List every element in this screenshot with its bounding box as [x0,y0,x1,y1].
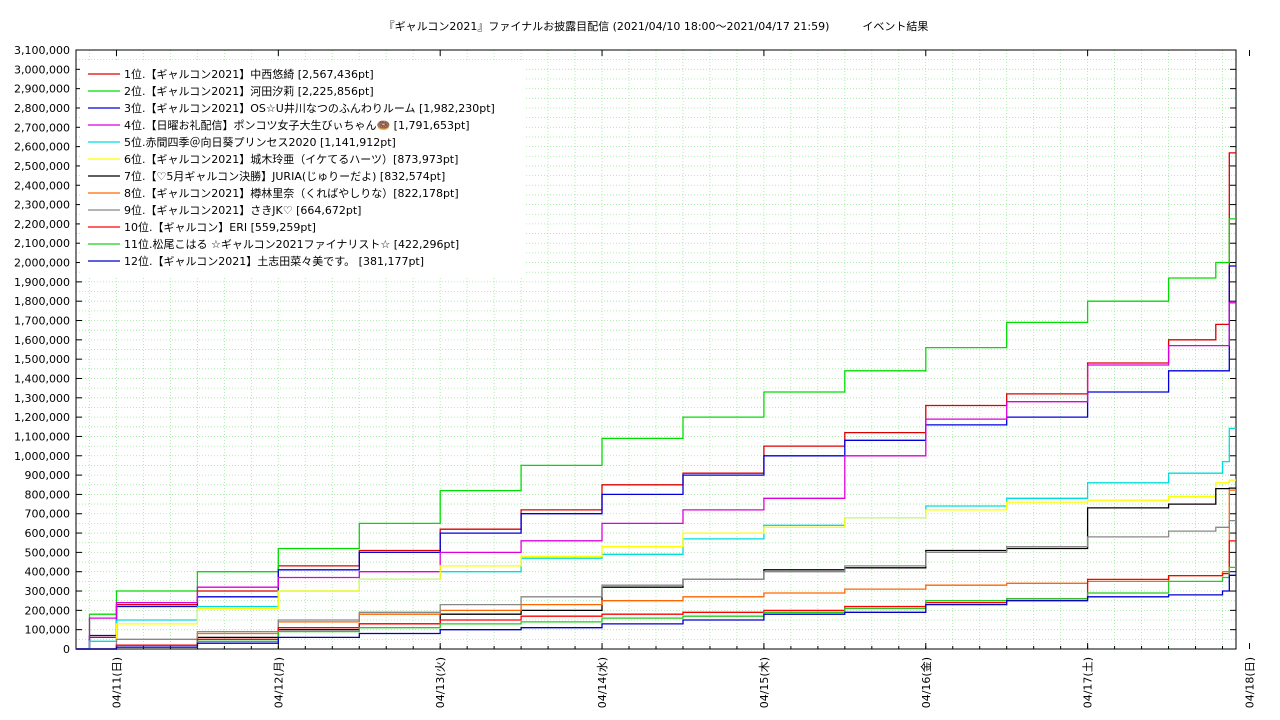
series-line-12 [76,574,1236,650]
y-tick-label: 2,500,000 [14,160,70,173]
x-tick-label: 04/13(火) [434,657,447,708]
y-tick-label: 1,100,000 [14,430,70,443]
legend-entry: 5位.赤間四季＠向日葵プリンセス2020 [1,141,912pt] [124,135,396,149]
y-tick-label: 1,500,000 [14,353,70,366]
y-tick-label: 2,000,000 [14,257,70,270]
y-tick-label: 2,700,000 [14,121,70,134]
y-tick-label: 1,700,000 [14,315,70,328]
y-tick-label: 1,600,000 [14,334,70,347]
y-tick-label: 2,400,000 [14,179,70,192]
y-tick-label: 2,200,000 [14,218,70,231]
y-tick-label: 1,200,000 [14,411,70,424]
series-line-9 [76,519,1236,650]
x-tick-label: 04/17(土) [1082,657,1095,708]
y-tick-label: 2,900,000 [14,83,70,96]
y-tick-label: 900,000 [25,469,71,482]
y-tick-label: 700,000 [25,508,71,521]
y-tick-label: 800,000 [25,488,71,501]
x-tick-label: 04/15(木) [758,657,771,708]
y-tick-label: 500,000 [25,546,71,559]
series-line-4 [76,302,1236,650]
x-tick-label: 04/11(日) [110,657,123,708]
y-tick-label: 3,000,000 [14,63,70,76]
legend-entry: 3位.【ギャルコン2021】OS☆U井川なつのふんわりルーム [1,982,23… [124,101,495,115]
series-line-11 [76,566,1236,650]
y-tick-label: 2,300,000 [14,199,70,212]
legend-entry: 9位.【ギャルコン2021】さきJK♡ [664,672pt] [124,203,361,217]
legend-entry: 7位.【♡5月ギャルコン決勝】JURIA(じゅりーだよ) [832,574pt] [124,169,445,183]
y-tick-label: 2,800,000 [14,102,70,115]
legend-entry: 4位.【日曜お礼配信】ポンコツ女子大生びぃちゃん🍩 [1,791,653pt] [124,118,470,132]
legend-background [80,62,525,278]
x-tick-label: 04/12(月) [272,657,285,708]
legend-entry: 6位.【ギャルコン2021】城木玲亜（イケてるハーツ）[873,973pt] [124,152,458,166]
chart-title: 『ギャルコン2021』ファイナルお披露目配信 (2021/04/10 18:00… [384,19,929,33]
legend-entry: 8位.【ギャルコン2021】樽林里奈（くればやしりな）[822,178pt] [124,186,459,200]
legend-entry: 1位.【ギャルコン2021】中西悠綺 [2,567,436pt] [124,67,374,81]
y-tick-label: 1,800,000 [14,295,70,308]
y-tick-label: 2,600,000 [14,141,70,154]
y-tick-label: 1,300,000 [14,392,70,405]
legend-entry: 11位.松尾こはる ☆ギャルコン2021ファイナリスト☆ [422,296pt] [124,237,459,251]
y-tick-label: 0 [63,643,70,656]
x-tick-label: 04/14(水) [596,657,609,708]
y-tick-label: 2,100,000 [14,237,70,250]
legend: 1位.【ギャルコン2021】中西悠綺 [2,567,436pt] 2位.【ギャルコ… [80,62,525,278]
legend-entry: 12位.【ギャルコン2021】土志田菜々美です。 [381,177pt] [124,254,424,268]
x-tick-label: 04/18(日) [1243,657,1256,708]
y-tick-label: 1,000,000 [14,450,70,463]
legend-entry: 2位.【ギャルコン2021】河田汐莉 [2,225,856pt] [124,84,374,98]
y-tick-label: 600,000 [25,527,71,540]
legend-entry: 10位.【ギャルコン】ERI [559,259pt] [124,220,316,234]
y-tick-label: 1,900,000 [14,276,70,289]
x-tick-label: 04/16(金) [919,657,933,708]
y-tick-label: 300,000 [25,585,71,598]
y-tick-label: 100,000 [25,624,71,637]
series-line-6 [76,479,1236,650]
axes: 0 100,000 200,000 300,000 400,000 500,000 600,… [14,44,1256,708]
y-tick-label: 200,000 [25,604,71,617]
series-lines [76,152,1236,650]
y-tick-label: 3,100,000 [14,44,70,57]
y-tick-label: 400,000 [25,566,71,579]
y-tick-label: 1,400,000 [14,372,70,385]
series-line-2 [76,218,1236,650]
